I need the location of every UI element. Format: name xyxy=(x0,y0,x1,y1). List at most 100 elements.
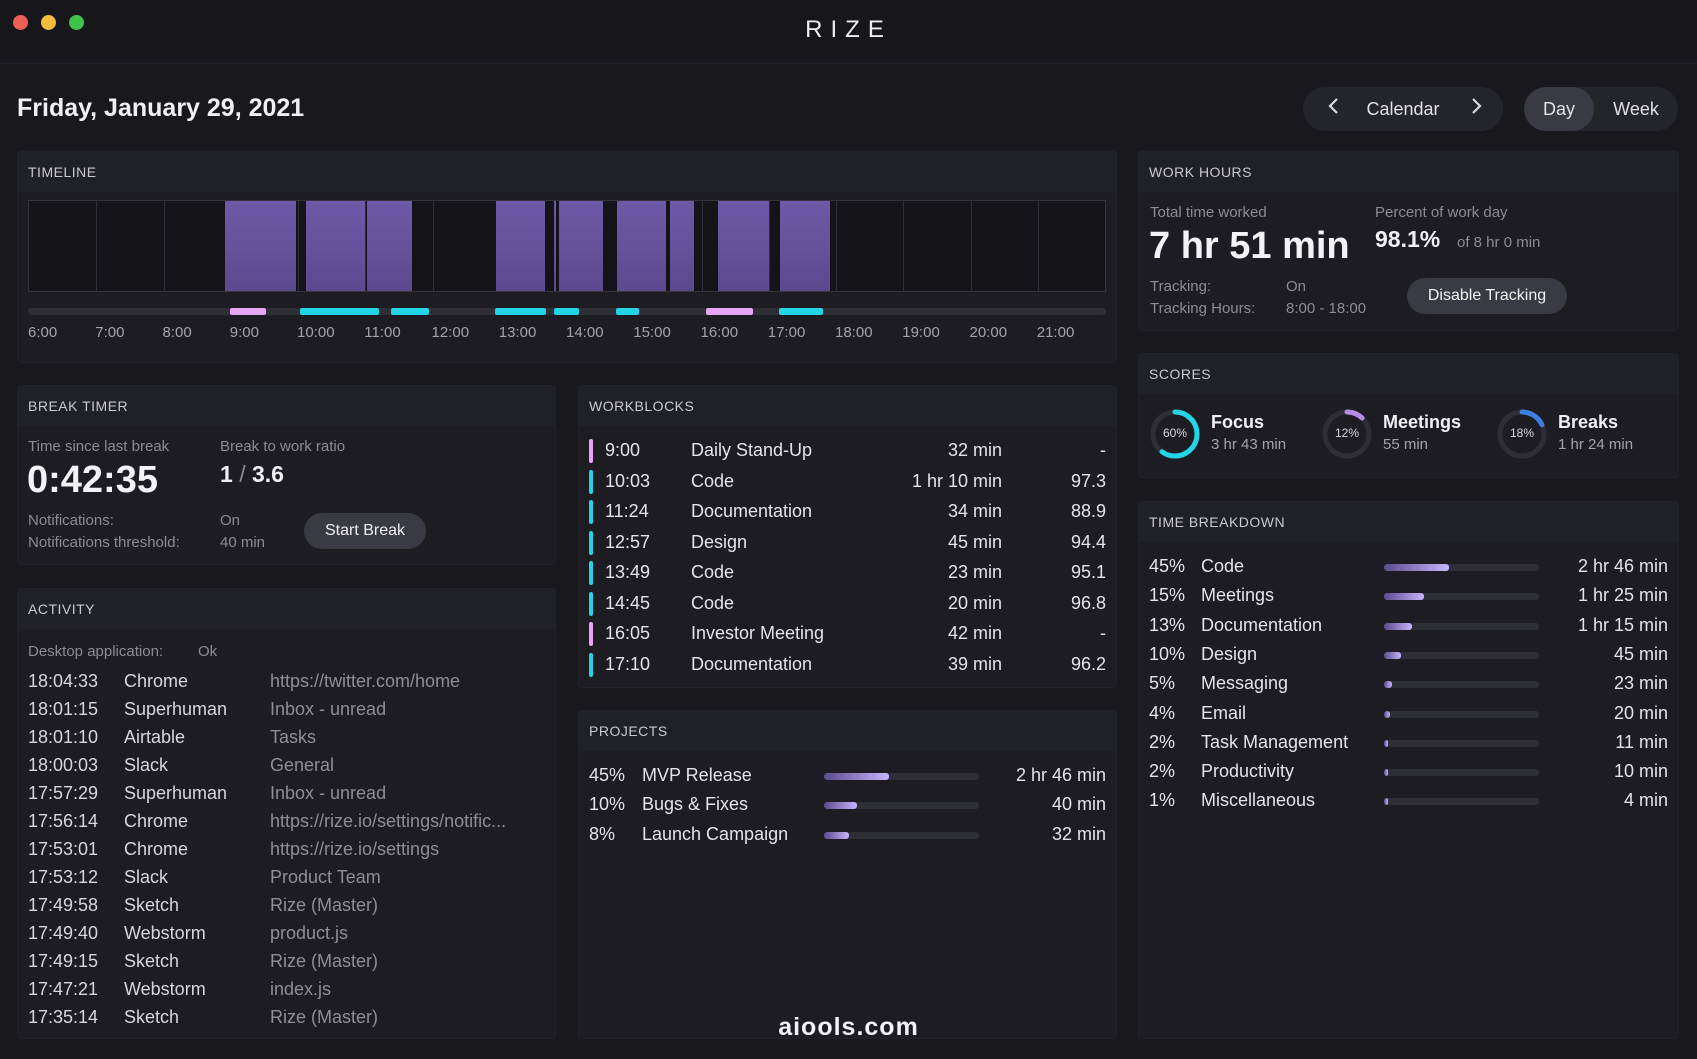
row-percent: 8% xyxy=(589,823,616,844)
workblock-row[interactable]: 9:00 Daily Stand-Up 32 min - xyxy=(579,438,1116,468)
activity-row[interactable]: 18:04:33 Chrome https://twitter.com/home xyxy=(18,671,555,699)
timeline-chart[interactable] xyxy=(28,200,1106,292)
timeline-tick-label: 9:00 xyxy=(229,324,259,341)
projects-row[interactable]: 45% MVP Release 2 hr 46 min xyxy=(579,765,1116,794)
activity-app: Webstorm xyxy=(124,923,206,943)
workblock-row[interactable]: 17:10 Documentation 39 min 96.2 xyxy=(579,652,1116,682)
notifications-threshold-label: Notifications threshold: xyxy=(28,534,180,551)
timeline-activity-block[interactable] xyxy=(496,201,545,291)
row-bar-fill xyxy=(1384,651,1402,659)
activity-row[interactable]: 17:49:58 Sketch Rize (Master) xyxy=(18,895,555,923)
maximize-window-button[interactable] xyxy=(69,15,84,30)
minimize-window-button[interactable] xyxy=(41,15,56,30)
timeline-activity-block[interactable] xyxy=(559,201,603,291)
activity-row[interactable]: 18:01:10 Airtable Tasks xyxy=(18,727,555,755)
activity-title: ACTIVITY xyxy=(18,589,555,629)
activity-app: Airtable xyxy=(124,727,186,747)
time-breakdown-row[interactable]: 45% Code 2 hr 46 min xyxy=(1139,556,1678,585)
activity-row[interactable]: 17:35:14 Sketch Rize (Master) xyxy=(18,1007,555,1035)
time-breakdown-row[interactable]: 4% Email 20 min xyxy=(1139,703,1678,732)
timeline-activity-block[interactable] xyxy=(779,201,831,291)
workblock-row[interactable]: 10:03 Code 1 hr 10 min 97.3 xyxy=(579,469,1116,499)
timeline-meeting-marker[interactable] xyxy=(706,308,754,315)
workblock-focus-indicator xyxy=(589,500,593,524)
time-breakdown-row[interactable]: 13% Documentation 1 hr 15 min xyxy=(1139,615,1678,644)
workblock-time: 14:45 xyxy=(605,592,651,613)
time-breakdown-row[interactable]: 15% Meetings 1 hr 25 min xyxy=(1139,585,1678,614)
timeline-activity-block[interactable] xyxy=(367,201,413,291)
timeline-activity-block[interactable] xyxy=(230,201,296,291)
disable-tracking-button[interactable]: Disable Tracking xyxy=(1407,278,1567,314)
close-window-button[interactable] xyxy=(13,15,28,30)
page-title: Friday, January 29, 2021 xyxy=(17,94,305,122)
activity-row[interactable]: 17:47:21 Webstorm index.js xyxy=(18,979,555,1007)
activity-row[interactable]: 17:57:29 Superhuman Inbox - unread xyxy=(18,783,555,811)
score-item-breaks[interactable]: 18% Breaks 1 hr 24 min xyxy=(1496,408,1666,464)
row-duration: 32 min xyxy=(1051,823,1106,844)
timeline-activity-block[interactable] xyxy=(670,201,694,291)
timeline-focus-marker[interactable] xyxy=(300,308,379,315)
projects-row[interactable]: 10% Bugs & Fixes 40 min xyxy=(579,794,1116,823)
tracking-value: On xyxy=(1286,278,1307,295)
workblock-row[interactable]: 14:45 Code 20 min 96.8 xyxy=(579,591,1116,621)
week-view-button[interactable]: Week xyxy=(1613,99,1659,119)
workblock-duration: 32 min xyxy=(947,440,1002,460)
timeline-tick-label: 21:00 xyxy=(1036,324,1075,341)
workblock-row[interactable]: 11:24 Documentation 34 min 88.9 xyxy=(579,499,1116,529)
chevron-left-icon[interactable] xyxy=(1327,95,1341,123)
time-breakdown-panel: TIME BREAKDOWN 45% Code 2 hr 46 min 15% Meet… xyxy=(1138,501,1679,1039)
row-bar-fill xyxy=(824,802,857,810)
activity-row[interactable]: 17:53:01 Chrome https://rize.io/settings xyxy=(18,839,555,867)
time-breakdown-row[interactable]: 5% Messaging 23 min xyxy=(1139,673,1678,702)
activity-row[interactable]: 17:49:40 Webstorm product.js xyxy=(18,923,555,951)
row-percent: 1% xyxy=(1149,790,1176,811)
start-break-button[interactable]: Start Break xyxy=(304,513,426,549)
timeline-hour-gridline xyxy=(432,201,434,291)
row-duration: 10 min xyxy=(1613,761,1668,782)
activity-row[interactable]: 17:49:15 Sketch Rize (Master) xyxy=(18,951,555,979)
activity-row[interactable]: 17:56:14 Chrome https://rize.io/settings/n… xyxy=(18,811,555,839)
timeline-meeting-marker[interactable] xyxy=(229,308,266,315)
timeline-activity-block[interactable] xyxy=(718,201,769,291)
timeline-tick-label: 19:00 xyxy=(902,324,940,341)
timeline-activity-block[interactable] xyxy=(553,201,556,291)
time-since-break-value: 0:42:35 xyxy=(27,459,158,501)
timeline-activity-block[interactable] xyxy=(617,201,666,291)
timeline-activity-block[interactable] xyxy=(305,201,366,291)
score-item-meetings[interactable]: 12% Meetings 55 min xyxy=(1321,408,1491,464)
projects-row[interactable]: 8% Launch Campaign 32 min xyxy=(579,824,1116,853)
activity-row[interactable]: 18:00:03 Slack General xyxy=(18,755,555,783)
timeline-focus-marker[interactable] xyxy=(616,308,639,315)
score-item-focus[interactable]: 60% Focus 3 hr 43 min xyxy=(1149,408,1319,464)
row-bar-track xyxy=(824,831,979,839)
activity-row[interactable]: 17:53:12 Slack Product Team xyxy=(18,867,555,895)
calendar-button[interactable]: Calendar xyxy=(1366,99,1440,119)
timeline-focus-marker[interactable] xyxy=(391,308,430,315)
row-bar-fill xyxy=(824,831,849,839)
time-since-break-label: Time since last break xyxy=(28,438,170,455)
timeline-focus-marker[interactable] xyxy=(495,308,546,315)
activity-time: 18:01:15 xyxy=(28,699,99,719)
row-name: Messaging xyxy=(1201,673,1289,694)
workblock-row[interactable]: 12:57 Design 45 min 94.4 xyxy=(579,530,1116,560)
activity-app: Slack xyxy=(124,755,169,775)
timeline-focus-marker[interactable] xyxy=(778,308,823,315)
activity-context: product.js xyxy=(270,923,349,943)
activity-app: Superhuman xyxy=(124,783,228,803)
activity-row[interactable]: 18:01:15 Superhuman Inbox - unread xyxy=(18,699,555,727)
workblock-focus-indicator xyxy=(589,561,593,585)
workblock-name: Code xyxy=(691,562,735,582)
workblock-row[interactable]: 16:05 Investor Meeting 42 min - xyxy=(579,621,1116,651)
timeline-activity-block[interactable] xyxy=(225,201,231,291)
time-breakdown-row[interactable]: 2% Task Management 11 min xyxy=(1139,732,1678,761)
row-duration: 20 min xyxy=(1613,702,1668,723)
time-breakdown-row[interactable]: 1% Miscellaneous 4 min xyxy=(1139,790,1678,819)
timeline-focus-marker[interactable] xyxy=(553,308,580,315)
time-breakdown-row[interactable]: 10% Design 45 min xyxy=(1139,644,1678,673)
workblock-score: 94.4 xyxy=(1070,531,1106,552)
workblock-row[interactable]: 13:49 Code 23 min 95.1 xyxy=(579,560,1116,590)
day-view-button[interactable]: Day xyxy=(1524,87,1594,131)
time-breakdown-row[interactable]: 2% Productivity 10 min xyxy=(1139,761,1678,790)
workblock-meeting-indicator xyxy=(589,622,593,646)
chevron-right-icon[interactable] xyxy=(1469,95,1483,123)
